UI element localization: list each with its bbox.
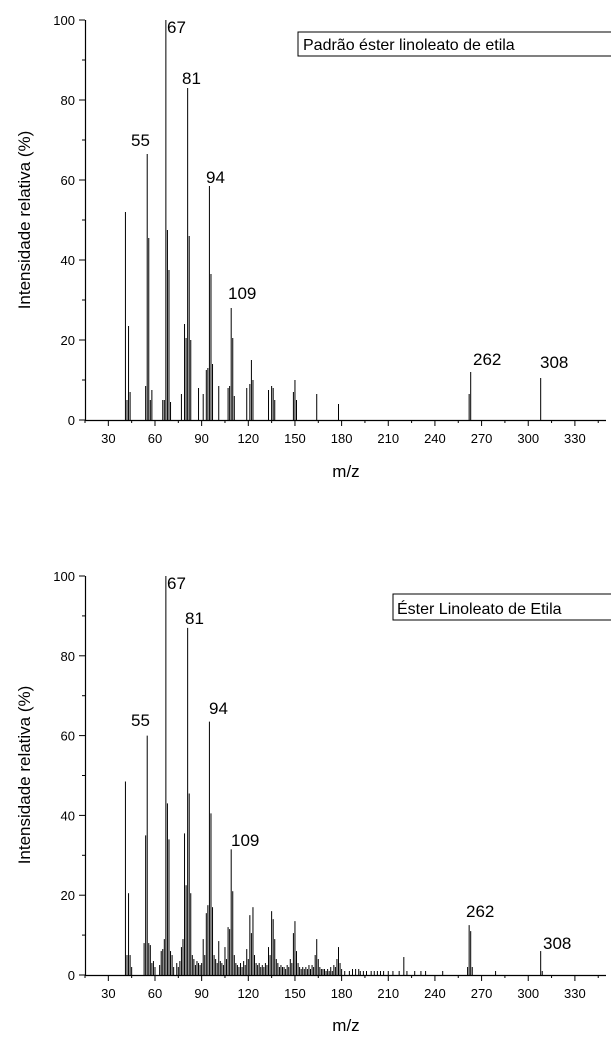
peak-label: 109 [231, 831, 259, 850]
x-tick-label: 330 [564, 431, 586, 446]
chart-bottom-legend: Éster Linoleato de Etila [392, 593, 611, 621]
y-tick-label: 20 [61, 333, 75, 348]
y-tick-label: 0 [68, 968, 75, 983]
chart-top-peak-labels: 67 81 55 94 109 262 308 [131, 18, 568, 372]
y-tick-label: 20 [61, 888, 75, 903]
peak-label: 81 [185, 609, 204, 628]
x-tick-label: 300 [517, 986, 539, 1001]
chart-bottom-ticks [79, 575, 599, 981]
peak-label: 94 [209, 699, 228, 718]
legend-text: Padrão éster linoleato de etila [303, 37, 515, 54]
peak-label: 262 [473, 350, 501, 369]
x-tick-label: 270 [471, 986, 493, 1001]
peak-label: 262 [466, 902, 494, 921]
x-tick-label: 90 [194, 431, 208, 446]
chart-bottom-xtick-labels: 30 60 90 120 150 180 210 240 270 300 330 [101, 986, 586, 1001]
peak-label: 94 [206, 168, 225, 187]
y-tick-label: 100 [53, 569, 75, 584]
y-tick-label: 80 [61, 93, 75, 108]
y-axis-title: Intensidade relativa (%) [15, 686, 34, 865]
x-axis-title: m/z [332, 1016, 359, 1035]
peak-label: 67 [167, 18, 186, 37]
x-tick-label: 150 [284, 986, 306, 1001]
x-tick-label: 270 [471, 431, 493, 446]
peak-label: 55 [131, 131, 150, 150]
chart-bottom-bars [124, 576, 543, 975]
x-axis-title: m/z [332, 462, 359, 481]
chart-top-ytick-labels: 0 20 40 60 80 100 [53, 13, 75, 428]
legend-box [392, 593, 611, 621]
x-tick-label: 240 [424, 986, 446, 1001]
x-tick-label: 210 [377, 986, 399, 1001]
peak-label: 109 [228, 284, 256, 303]
peak-label: 308 [540, 353, 568, 372]
legend-text: Éster Linoleato de Etila [397, 599, 562, 618]
chart-top-legend: Padrão éster linoleato de etila [297, 31, 611, 57]
x-tick-label: 210 [377, 431, 399, 446]
chart-bottom-peak-labels: 67 81 55 94 109 262 308 [131, 574, 571, 953]
peak-label: 308 [543, 934, 571, 953]
x-tick-label: 60 [148, 431, 162, 446]
x-tick-label: 180 [331, 986, 353, 1001]
chart-bottom-ytick-labels: 0 20 40 60 80 100 [53, 569, 75, 983]
y-tick-label: 40 [61, 808, 75, 823]
x-tick-label: 60 [148, 986, 162, 1001]
peak-label: 55 [131, 711, 150, 730]
chart-bottom: 0 20 40 60 80 100 30 60 90 120 150 180 210 240 270 300… [15, 569, 611, 1035]
x-tick-label: 30 [101, 431, 115, 446]
legend-box [297, 31, 611, 57]
x-tick-label: 300 [517, 431, 539, 446]
x-tick-label: 150 [284, 431, 306, 446]
peak-label: 67 [167, 574, 186, 593]
x-tick-label: 180 [331, 431, 353, 446]
x-tick-label: 330 [564, 986, 586, 1001]
x-tick-label: 240 [424, 431, 446, 446]
y-tick-label: 100 [53, 13, 75, 28]
x-tick-label: 90 [194, 986, 208, 1001]
y-tick-label: 0 [68, 413, 75, 428]
y-tick-label: 60 [61, 729, 75, 744]
x-tick-label: 120 [237, 431, 259, 446]
x-tick-label: 30 [101, 986, 115, 1001]
chart-top-bars [124, 20, 542, 420]
chart-top: 0 20 40 60 80 100 30 60 90 120 150 180 210 240 270 300… [15, 13, 611, 481]
y-axis-title: Intensidade relativa (%) [15, 131, 34, 310]
y-tick-label: 80 [61, 649, 75, 664]
y-tick-label: 60 [61, 173, 75, 188]
peak-label: 81 [182, 69, 201, 88]
chart-top-ticks [79, 19, 599, 426]
chart-top-xtick-labels: 30 60 90 120 150 180 210 240 270 300 330 [101, 431, 586, 446]
x-tick-label: 120 [237, 986, 259, 1001]
y-tick-label: 40 [61, 253, 75, 268]
